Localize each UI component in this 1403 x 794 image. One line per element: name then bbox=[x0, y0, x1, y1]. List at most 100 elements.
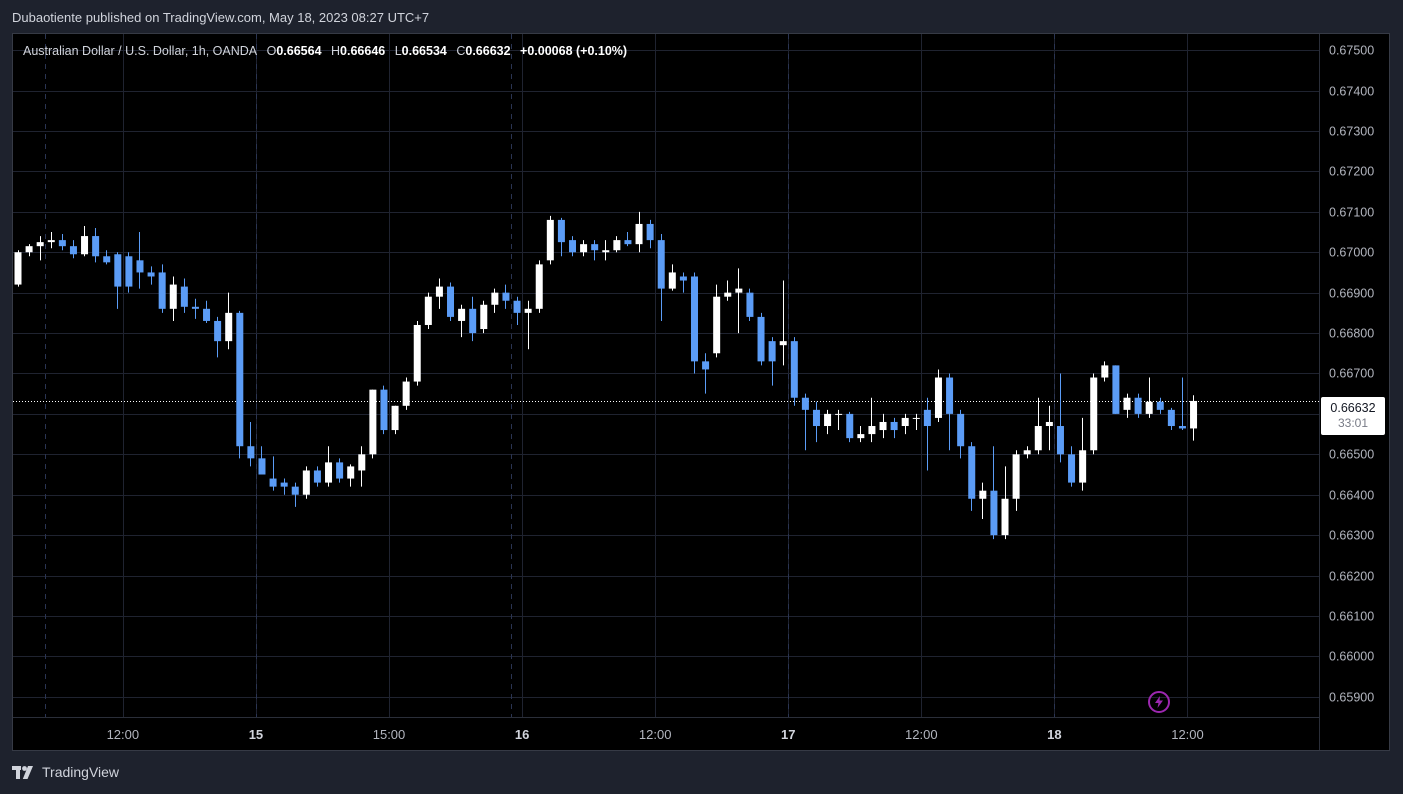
candle-body bbox=[657, 240, 665, 289]
current-price-value: 0.66632 bbox=[1330, 401, 1376, 415]
candle-body bbox=[724, 292, 732, 297]
candle-body bbox=[857, 434, 865, 439]
current-price-badge: 0.66632 33:01 bbox=[1321, 397, 1385, 435]
brand-name: TradingView bbox=[42, 764, 120, 780]
candle-body bbox=[635, 223, 643, 245]
time-tick-label: 12:00 bbox=[107, 727, 140, 742]
chart-frame[interactable]: 0.67500 0.67400 0.67300 0.67200 0.67100 0.670… bbox=[12, 33, 1390, 751]
candle-body bbox=[1134, 397, 1142, 414]
candle-body bbox=[402, 381, 410, 406]
lightning-icon[interactable] bbox=[1148, 691, 1170, 713]
candle-body bbox=[469, 308, 477, 334]
candle-body bbox=[812, 409, 820, 427]
candle-body bbox=[1190, 400, 1198, 429]
time-tick-label: 16 bbox=[515, 727, 529, 742]
time-tick-label: 12:00 bbox=[905, 727, 938, 742]
candle-body bbox=[369, 389, 377, 455]
candle-body bbox=[69, 246, 77, 255]
candlestick-chart[interactable]: 0.67500 0.67400 0.67300 0.67200 0.67100 0.670… bbox=[13, 34, 1389, 750]
price-tick-label: 0.66900 bbox=[1329, 287, 1374, 301]
candle-body bbox=[358, 454, 366, 471]
time-tick-label: 12:00 bbox=[639, 727, 672, 742]
candle-body bbox=[591, 244, 599, 251]
candle-body bbox=[302, 470, 310, 495]
candle-body bbox=[480, 304, 488, 330]
time-tick-label: 12:00 bbox=[1171, 727, 1204, 742]
candle-body bbox=[746, 292, 754, 317]
candle-body bbox=[380, 389, 388, 431]
candle-body bbox=[247, 446, 255, 459]
candle-body bbox=[901, 417, 909, 427]
candle-body bbox=[158, 272, 166, 309]
ohlc-legend: Australian Dollar / U.S. Dollar, 1h, OAN… bbox=[23, 44, 627, 58]
candle-body bbox=[391, 405, 399, 431]
candle-body bbox=[957, 413, 965, 447]
candle-body bbox=[1056, 426, 1064, 455]
candle-body bbox=[835, 413, 843, 415]
price-tick-label: 0.66000 bbox=[1329, 650, 1374, 664]
candle-body bbox=[824, 413, 832, 427]
candle-body bbox=[1112, 365, 1120, 414]
candle-body bbox=[136, 260, 144, 273]
candle-body bbox=[58, 240, 66, 247]
price-tick-label: 0.67400 bbox=[1329, 85, 1374, 99]
candle-body bbox=[236, 312, 244, 447]
candle-body bbox=[613, 240, 621, 251]
price-tick-label: 0.67200 bbox=[1329, 165, 1374, 179]
candle-body bbox=[524, 308, 532, 313]
candle-body bbox=[424, 296, 432, 325]
candle-body bbox=[801, 397, 809, 410]
close-label: C bbox=[456, 44, 466, 58]
bar-countdown: 33:01 bbox=[1337, 416, 1369, 430]
candle-body bbox=[214, 320, 222, 342]
candle-body bbox=[458, 308, 466, 321]
price-tick-label: 0.67500 bbox=[1329, 44, 1374, 58]
candle-body bbox=[125, 256, 133, 287]
candle-body bbox=[1034, 426, 1042, 451]
candle-body bbox=[225, 312, 233, 342]
candle-body bbox=[912, 417, 920, 419]
candle-body bbox=[1156, 401, 1164, 410]
symbol-title: Australian Dollar / U.S. Dollar, 1h, OAN… bbox=[23, 44, 258, 58]
price-tick-label: 0.66500 bbox=[1329, 448, 1374, 462]
candle-body bbox=[1145, 401, 1153, 414]
candle-body bbox=[624, 240, 632, 245]
candle-body bbox=[968, 446, 976, 499]
candle-body bbox=[513, 300, 521, 313]
candle-body bbox=[191, 306, 199, 309]
candle-body bbox=[81, 236, 89, 255]
candle-body bbox=[147, 272, 155, 277]
candle-body bbox=[990, 490, 998, 536]
candle-body bbox=[1123, 397, 1131, 410]
change-value: +0.00068 (+0.10%) bbox=[520, 44, 628, 58]
candle-body bbox=[668, 272, 676, 289]
candle-body bbox=[1101, 365, 1109, 378]
candle-body bbox=[103, 256, 111, 263]
candle-body bbox=[47, 240, 55, 243]
high-value: 0.66646 bbox=[340, 44, 386, 58]
candle-body bbox=[1023, 450, 1031, 455]
price-tick-label: 0.66200 bbox=[1329, 570, 1374, 584]
high-label: H bbox=[331, 44, 341, 58]
candle-body bbox=[1167, 409, 1175, 427]
candle-body bbox=[1001, 498, 1009, 536]
candle-body bbox=[757, 316, 765, 362]
candle-body bbox=[879, 421, 887, 431]
close-value: 0.66632 bbox=[465, 44, 511, 58]
candle-body bbox=[768, 341, 776, 362]
time-tick-label: 18 bbox=[1047, 727, 1061, 742]
candle-body bbox=[1079, 450, 1087, 483]
time-tick-label: 17 bbox=[781, 727, 795, 742]
candle-body bbox=[313, 470, 321, 483]
candle-body bbox=[934, 377, 942, 418]
candle-body bbox=[602, 250, 610, 253]
candle-body bbox=[779, 341, 787, 346]
candle-body bbox=[491, 292, 499, 305]
candle-body bbox=[702, 361, 710, 370]
candle-body bbox=[291, 486, 299, 495]
tradingview-logo[interactable]: TradingView bbox=[12, 764, 119, 780]
open-label: O bbox=[266, 44, 277, 58]
candle-body bbox=[735, 288, 743, 293]
low-value: 0.66534 bbox=[401, 44, 447, 58]
candle-body bbox=[269, 478, 277, 487]
